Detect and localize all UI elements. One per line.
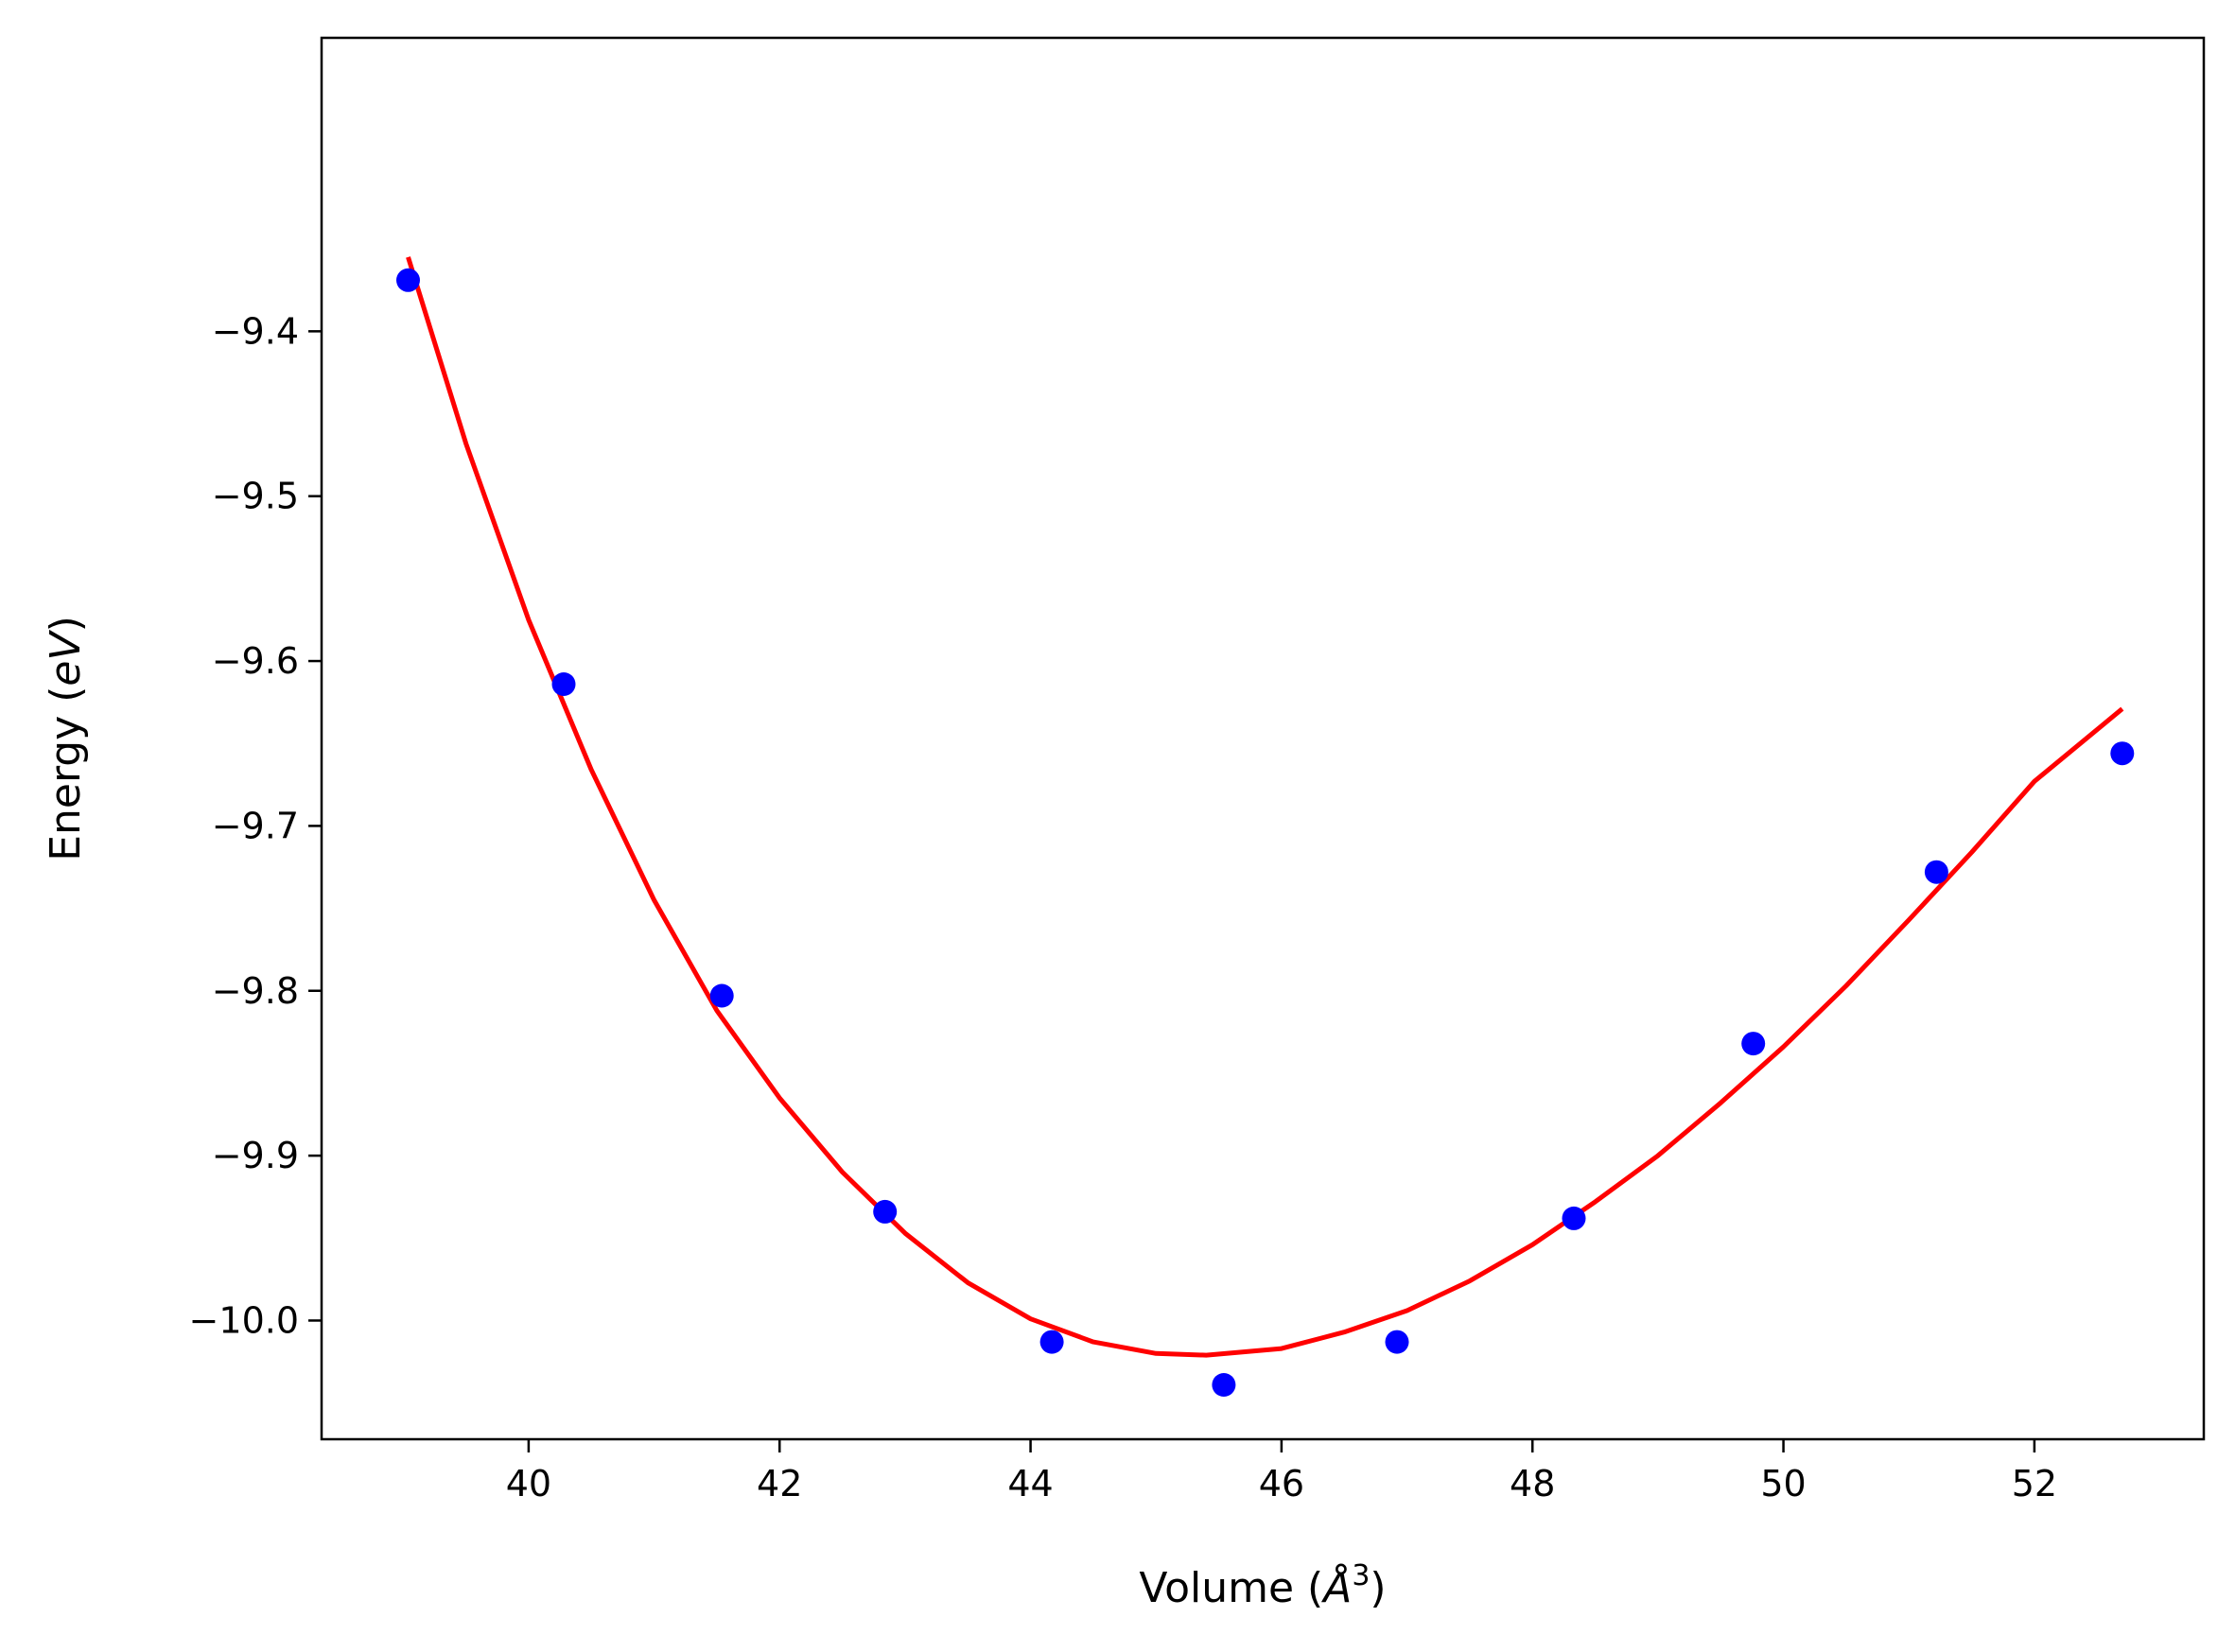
data-point [709,983,734,1008]
y-tick-label: −9.6 [212,640,299,682]
x-tick-label: 44 [1007,1463,1053,1504]
x-tick-label: 48 [1510,1463,1555,1504]
fit-curve [406,256,2124,1358]
y-tick-label: −9.4 [212,310,299,352]
x-tick-label: 42 [757,1463,802,1504]
y-axis-label-suffix: ) [42,616,90,632]
data-point [1924,860,1948,884]
x-axis-label-prefix: Volume ( [1139,1564,1323,1612]
x-axis-ticks: 40 42 44 46 48 50 52 [506,1439,2057,1504]
y-tick-label: −9.7 [212,805,299,846]
x-tick-label: 52 [2012,1463,2057,1504]
y-axis-label: Energy (eV) [42,616,90,861]
x-tick-label: 40 [506,1463,551,1504]
x-axis-label-exponent: 3 [1352,1559,1370,1592]
y-tick-label: −9.8 [212,970,299,1012]
data-points-layer [396,268,2135,1397]
y-tick-label: −9.9 [212,1135,299,1176]
data-point [396,268,420,292]
data-point [1385,1330,1409,1354]
y-tick-label: −9.5 [212,476,299,517]
data-point [551,672,576,696]
y-axis-ticks: −10.0 −9.9 −9.8 −9.7 −9.6 −9.5 −9.4 [189,310,322,1341]
x-axis-label: Volume (Å3) [1139,1559,1386,1612]
plot-area [320,36,2206,1441]
data-point [2110,741,2135,766]
data-point [873,1199,898,1224]
x-tick-label: 50 [1760,1463,1806,1504]
data-point [1562,1206,1586,1230]
data-point [1212,1373,1236,1397]
y-axis-label-unit: eV [42,630,90,687]
data-point [1741,1032,1766,1056]
y-axis-label-prefix: Energy ( [42,687,90,861]
y-tick-label: −10.0 [189,1299,299,1341]
x-tick-label: 46 [1259,1463,1304,1504]
x-axis-label-suffix: ) [1370,1564,1386,1612]
data-point [1039,1330,1064,1354]
x-axis-label-unit: Å [1320,1562,1352,1612]
fit-curve-layer [406,256,2124,1358]
